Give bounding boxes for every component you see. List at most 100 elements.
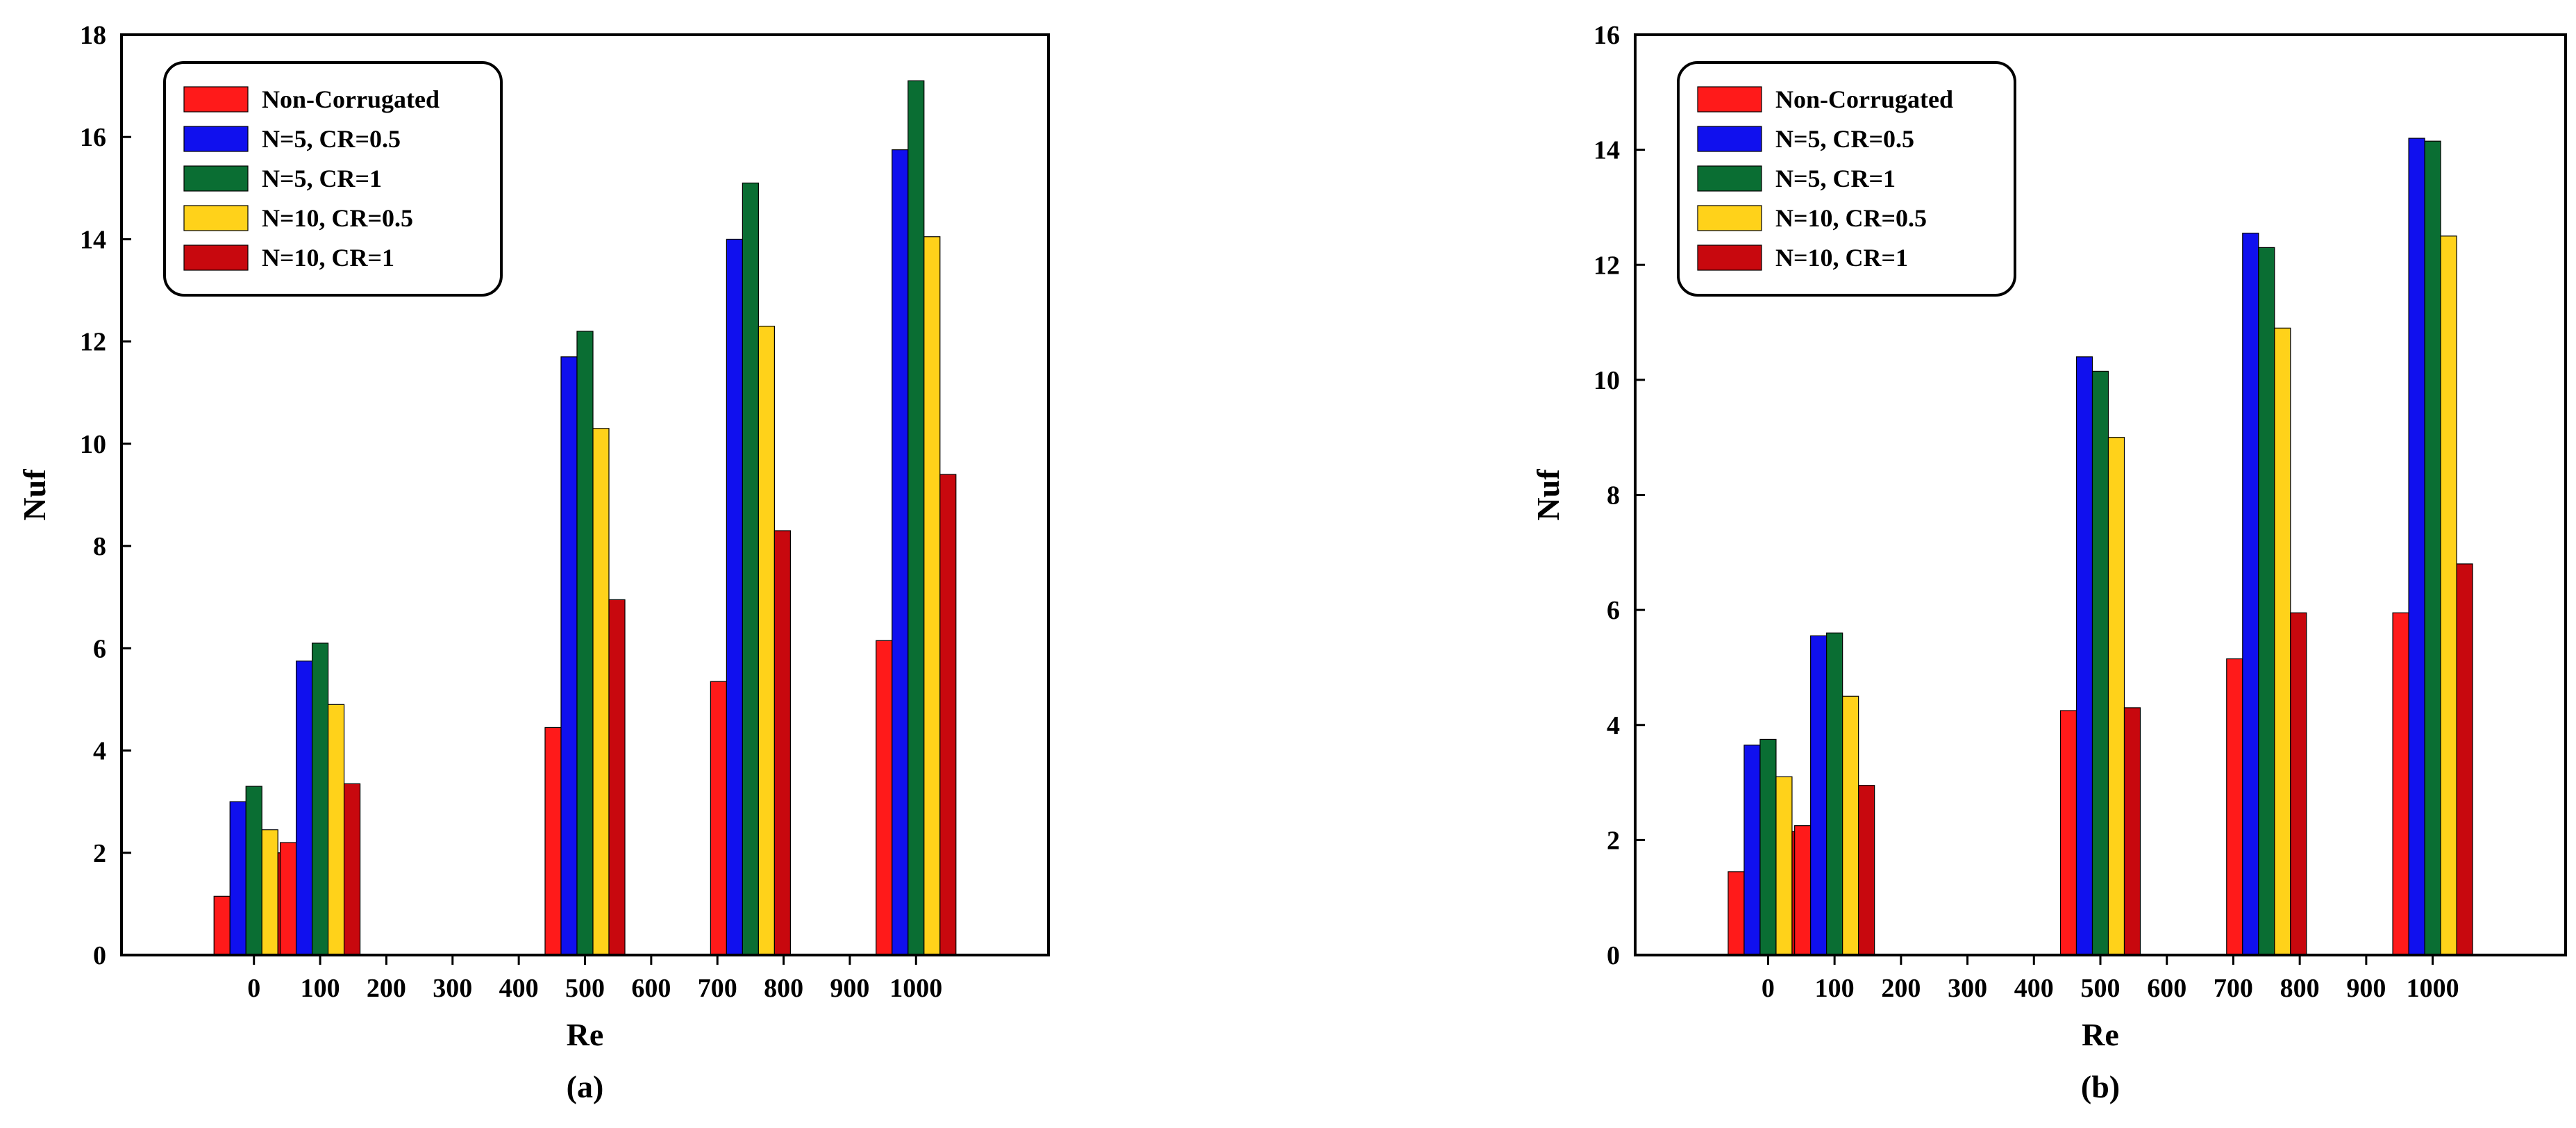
y-axis-label: Nuf [1530,469,1566,521]
bar [939,474,957,956]
bar [2242,233,2259,956]
bar [592,428,610,956]
bar [923,236,941,956]
x-tick-label: 200 [1881,974,1921,1003]
y-tick-label: 2 [1607,826,1620,855]
bar [1728,871,1745,956]
legend-label: N=10, CR=0.5 [1775,204,1927,232]
bar [2274,327,2291,956]
x-tick-label: 100 [1815,974,1855,1003]
chart-panel-a: 0 2 4 6 8 10 12 14 16 18 0 100 200 300 400 500 600 700 800… [17,21,1050,1104]
bar [343,783,361,956]
bar [608,599,626,956]
bar [1794,825,1812,956]
bar [1810,635,1828,956]
y-tick-label: 0 [93,941,106,970]
legend-swatch [183,244,249,271]
legend-box [1677,61,2016,297]
legend-label: Non-Corrugated [1775,85,1953,113]
legend-label: N=10, CR=1 [1775,244,1908,272]
panel-caption: (a) [567,1069,604,1104]
bar [2408,138,2425,956]
x-tick-label: 300 [433,974,472,1003]
bar [1858,785,1875,956]
x-tick-label: 800 [764,974,803,1003]
bar [2392,612,2409,956]
legend-swatch [1697,244,1762,271]
x-tick-label: 1000 [889,974,942,1003]
legend-swatch [1697,205,1762,231]
y-tick-label: 14 [1594,136,1620,165]
bar [892,149,909,956]
x-tick-label: 1000 [2407,974,2459,1003]
y-tick-label: 4 [93,737,106,766]
bar [1826,632,1843,956]
bar [2107,437,2125,956]
x-tick-label: 600 [631,974,671,1003]
x-tick-label: 900 [2346,974,2386,1003]
x-tick-label: 900 [830,974,869,1003]
bar [1842,695,1859,956]
x-tick-label: 500 [2081,974,2121,1003]
y-tick-label: 0 [1607,941,1620,970]
y-tick-label: 16 [1594,21,1620,50]
legend-label: N=10, CR=0.5 [262,204,413,232]
legend-label: N=5, CR=1 [1775,165,1896,192]
x-tick-label: 0 [247,974,260,1003]
x-tick-label: 800 [2280,974,2320,1003]
x-tick-label: 200 [367,974,406,1003]
bar [2123,707,2141,956]
bar [2226,658,2243,956]
legend-swatch [183,165,249,192]
legend-label: N=10, CR=1 [262,244,394,272]
legend-label: N=5, CR=1 [262,165,382,192]
bar [295,661,313,956]
bar [279,842,297,956]
bar [560,356,578,956]
legend-label: N=5, CR=0.5 [262,125,401,153]
bar [710,681,727,956]
bar [876,640,893,956]
bar [2290,612,2307,956]
bar [1743,745,1761,956]
y-tick-label: 10 [80,430,106,459]
bar [726,238,743,956]
y-tick-label: 6 [1607,596,1620,625]
bar [2091,370,2109,956]
x-tick-label: 400 [499,974,539,1003]
bar [742,182,759,956]
legend-swatch [1697,86,1762,113]
bar [2075,356,2093,956]
legend-swatch [183,126,249,152]
bar [1775,776,1793,956]
x-tick-label: 0 [1762,974,1775,1003]
y-tick-label: 12 [80,328,106,357]
bar [327,704,345,956]
x-tick-label: 700 [2214,974,2253,1003]
x-tick-label: 400 [2014,974,2054,1003]
legend-swatch [183,205,249,231]
x-axis-label: Re [567,1017,604,1052]
legend-label: N=5, CR=0.5 [1775,125,1914,153]
bar [245,786,262,956]
x-tick-label: 100 [301,974,340,1003]
bar [2456,563,2473,956]
x-tick-label: 500 [565,974,605,1003]
legend: Non-Corrugated N=5, CR=0.5 N=5, CR=1 N=10, … [163,61,503,297]
y-tick-label: 16 [80,123,106,152]
y-tick-label: 14 [80,225,106,254]
x-tick-label: 600 [2147,974,2186,1003]
panel-caption: (b) [2081,1069,2120,1104]
legend-swatch [183,86,249,113]
bar [908,80,925,956]
legend-box [163,61,503,297]
y-axis-label: Nuf [17,469,52,521]
bar [311,642,329,956]
bar [2424,140,2441,956]
x-tick-label: 700 [698,974,737,1003]
bars [1728,138,2473,956]
bar [576,331,594,956]
bar [229,801,246,956]
y-tick-label: 8 [1607,481,1620,511]
chart-panel-b: 0 2 4 6 8 10 12 14 16 0 100 200 300 400 500 600 700 800 90… [1530,21,2567,1104]
